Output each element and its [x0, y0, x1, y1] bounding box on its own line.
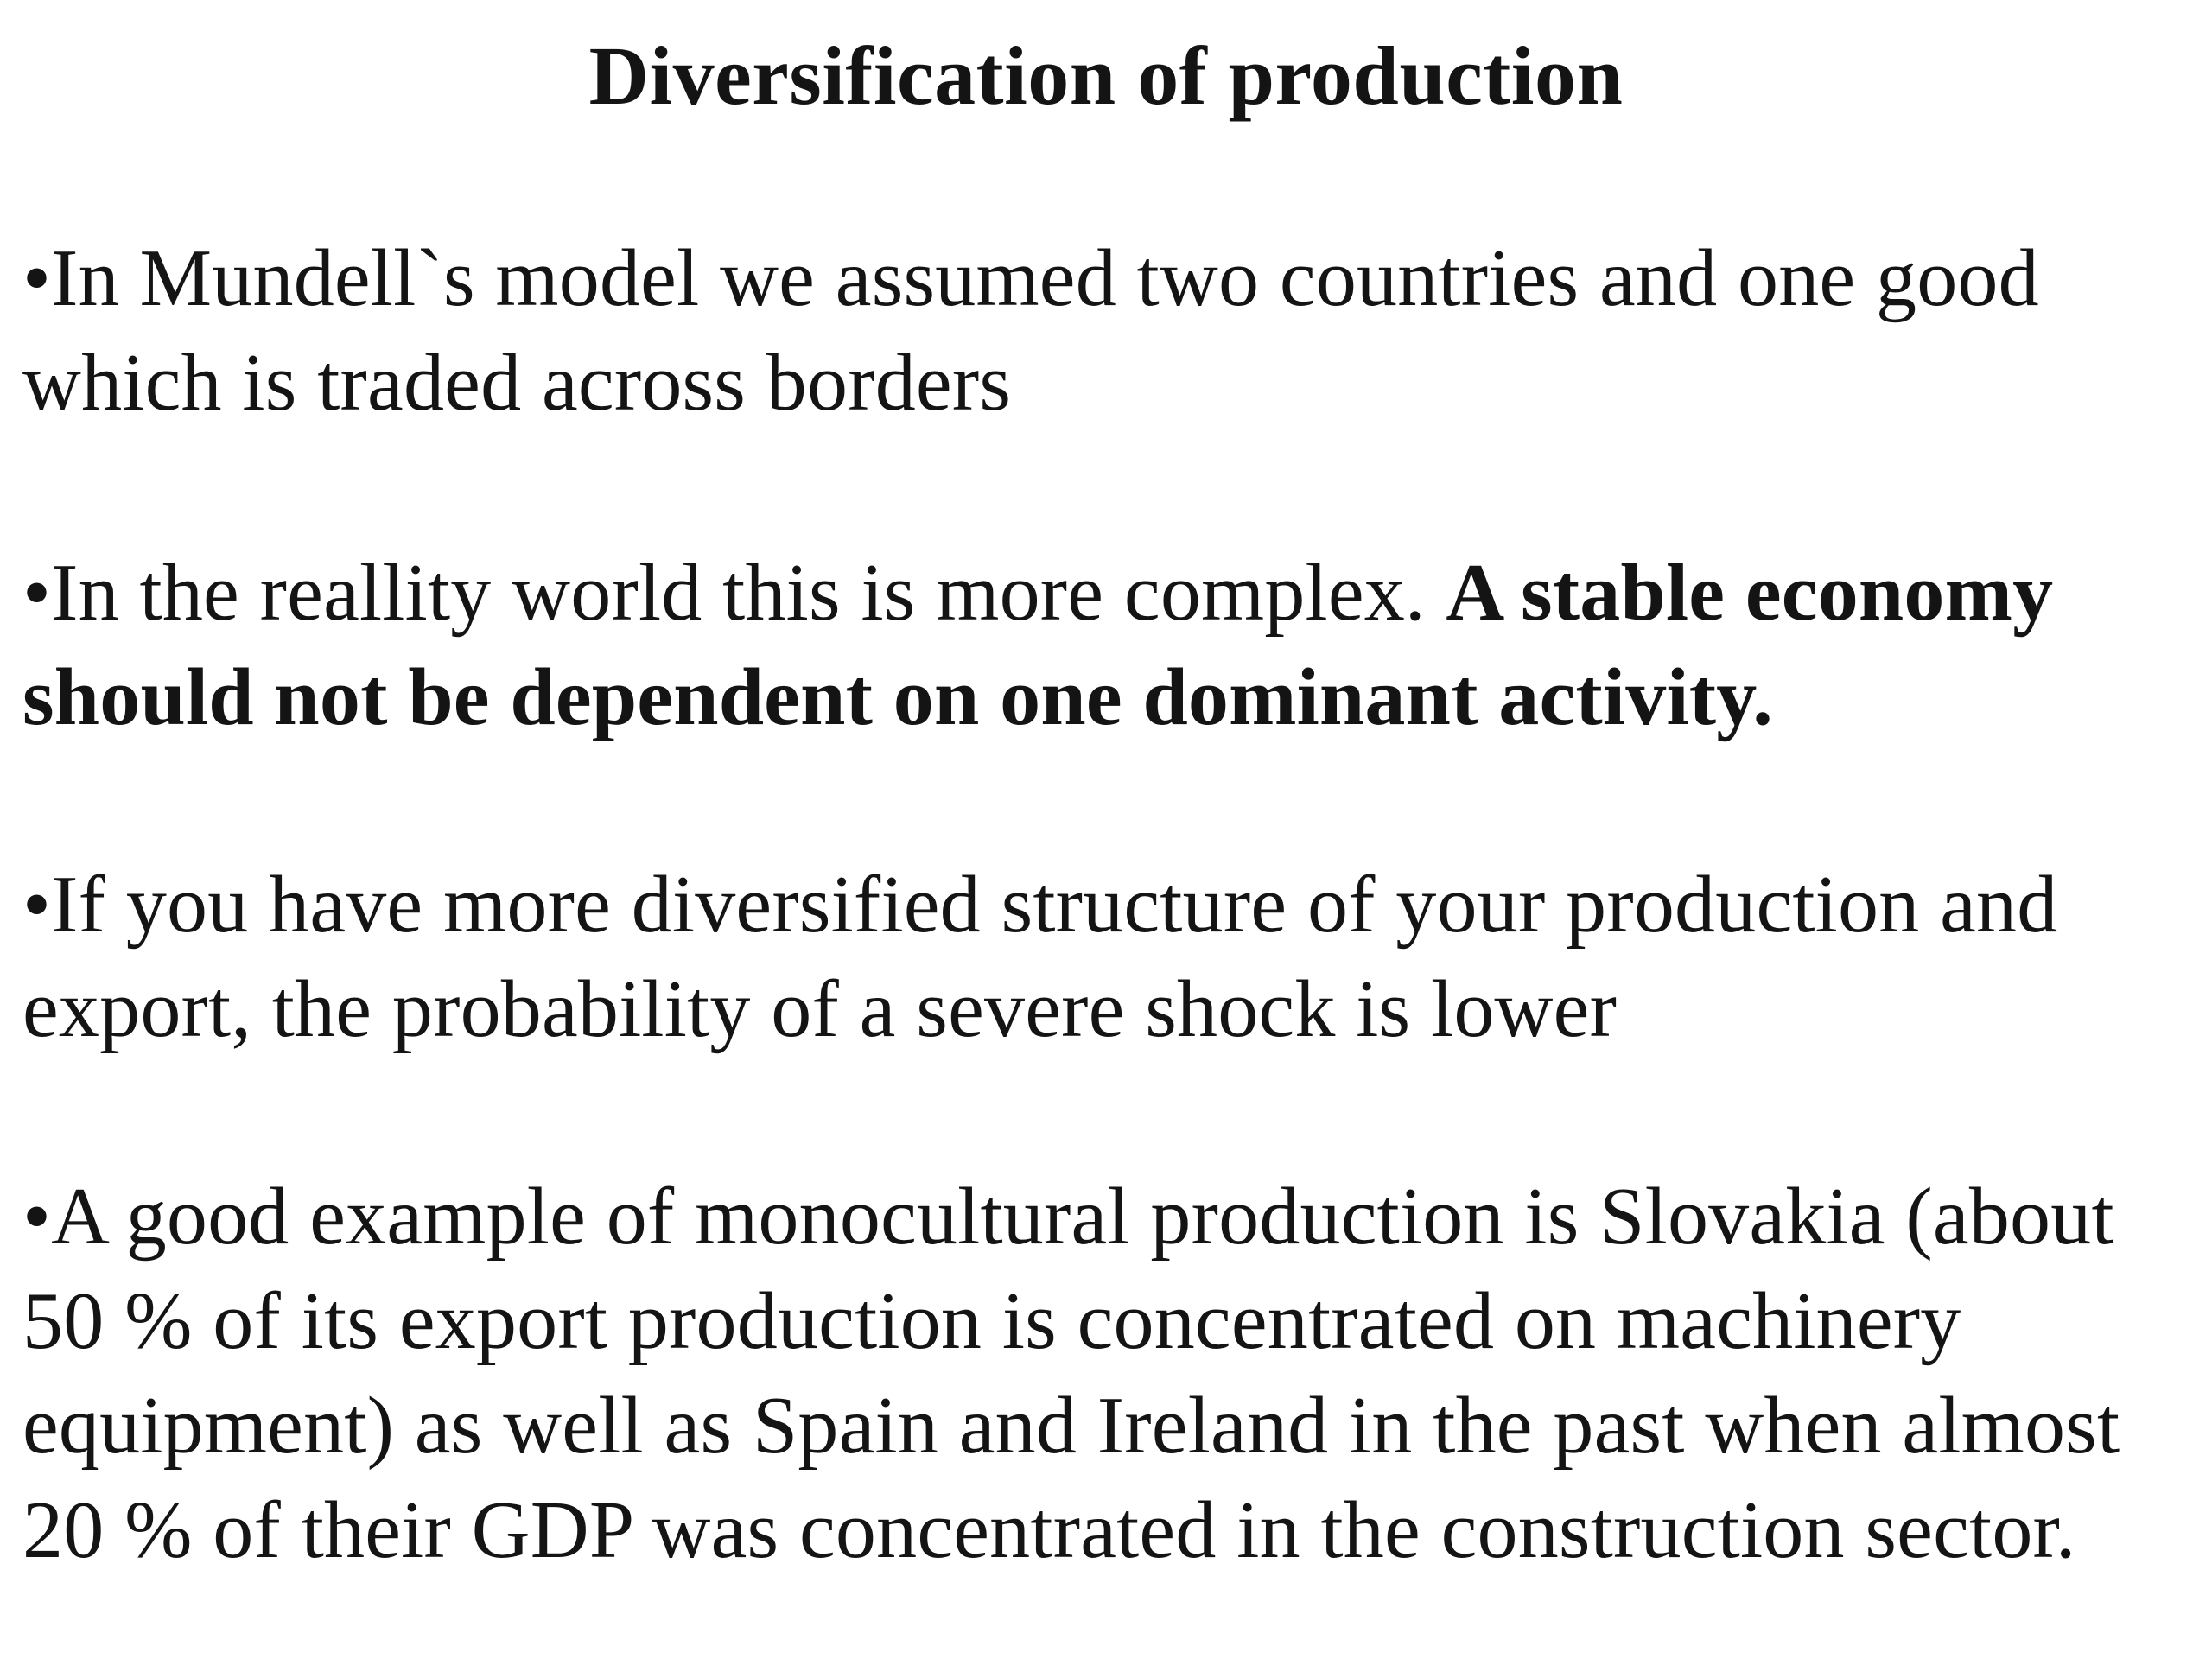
bullet-item: •In the reallity world this is more comp… — [22, 541, 2200, 750]
bullet-item: •If you have more diversified structure … — [22, 853, 2200, 1062]
bullet-marker: • — [22, 233, 52, 323]
bullet-text: A good example of monocultural productio… — [22, 1172, 2120, 1575]
bullet-marker: • — [22, 548, 52, 638]
bullet-text: In the reallity world this is more compl… — [51, 548, 1446, 638]
bullet-text: If you have more diversified structure o… — [22, 860, 2058, 1054]
bullet-emphasis: A stable economy should not be dependent… — [22, 548, 2054, 742]
bullet-text: In Mundell`s model we assumed two countr… — [22, 233, 2039, 428]
bullet-marker: • — [22, 860, 52, 950]
bullet-item: •In Mundell`s model we assumed two count… — [22, 226, 2200, 435]
bullet-item: •A good example of monocultural producti… — [22, 1165, 2200, 1583]
bullet-marker: • — [22, 1172, 52, 1262]
slide-title: Diversification of production — [588, 29, 1624, 122]
